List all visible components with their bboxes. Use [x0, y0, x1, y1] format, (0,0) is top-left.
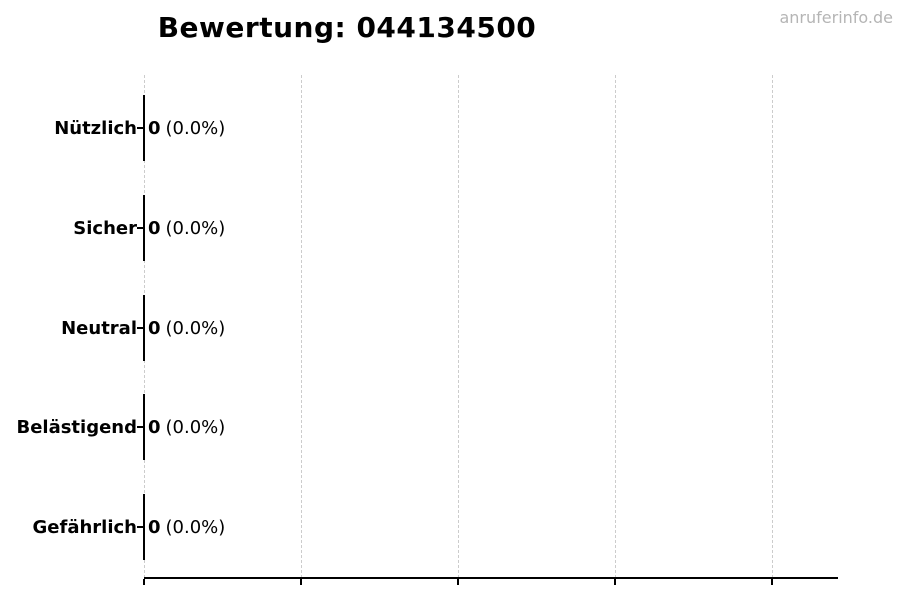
- category-label: Neutral: [61, 317, 137, 339]
- category-label: Gefährlich: [32, 516, 137, 538]
- bar-value: 0: [148, 416, 161, 438]
- bar-row: Nützlich 0 (0.0%): [0, 95, 900, 161]
- bar-percent: (0.0%): [165, 516, 226, 538]
- bar-percent: (0.0%): [165, 416, 226, 438]
- y-axis-tick: [137, 127, 143, 129]
- zero-value-bar: [143, 95, 145, 161]
- bar-value-label: 0 (0.0%): [148, 417, 225, 438]
- x-axis-tick: [143, 579, 145, 585]
- bar-value-label: 0 (0.0%): [148, 118, 225, 139]
- zero-value-bar: [143, 494, 145, 560]
- x-gridline: [772, 75, 773, 578]
- x-axis-tick: [771, 579, 773, 585]
- bar-row: Neutral 0 (0.0%): [0, 295, 900, 361]
- bar-percent: (0.0%): [165, 117, 226, 139]
- y-axis-tick: [137, 327, 143, 329]
- bar-row: Belästigend 0 (0.0%): [0, 394, 900, 460]
- zero-value-bar: [143, 195, 145, 261]
- y-axis-tick: [137, 426, 143, 428]
- chart-title: Bewertung: 044134500: [157, 11, 537, 44]
- bar-row: Sicher 0 (0.0%): [0, 195, 900, 261]
- x-gridline: [615, 75, 616, 578]
- bar-value: 0: [148, 217, 161, 239]
- bar-value-label: 0 (0.0%): [148, 318, 225, 339]
- bar-value: 0: [148, 317, 161, 339]
- x-axis-tick: [300, 579, 302, 585]
- category-label: Sicher: [73, 217, 137, 239]
- watermark-text: anruferinfo.de: [779, 8, 893, 27]
- bar-value: 0: [148, 117, 161, 139]
- x-axis-tick: [457, 579, 459, 585]
- category-label: Nützlich: [54, 117, 137, 139]
- y-axis-tick: [137, 227, 143, 229]
- bar-value-label: 0 (0.0%): [148, 517, 225, 538]
- y-axis-tick: [137, 526, 143, 528]
- bar-value-label: 0 (0.0%): [148, 218, 225, 239]
- bar-value: 0: [148, 516, 161, 538]
- x-axis-tick: [614, 579, 616, 585]
- x-gridline: [458, 75, 459, 578]
- zero-value-bar: [143, 295, 145, 361]
- zero-value-bar: [143, 394, 145, 460]
- bar-percent: (0.0%): [165, 317, 226, 339]
- category-label: Belästigend: [16, 416, 137, 438]
- bar-row: Gefährlich 0 (0.0%): [0, 494, 900, 560]
- x-axis-line: [144, 577, 838, 579]
- bar-percent: (0.0%): [165, 217, 226, 239]
- x-gridline: [301, 75, 302, 578]
